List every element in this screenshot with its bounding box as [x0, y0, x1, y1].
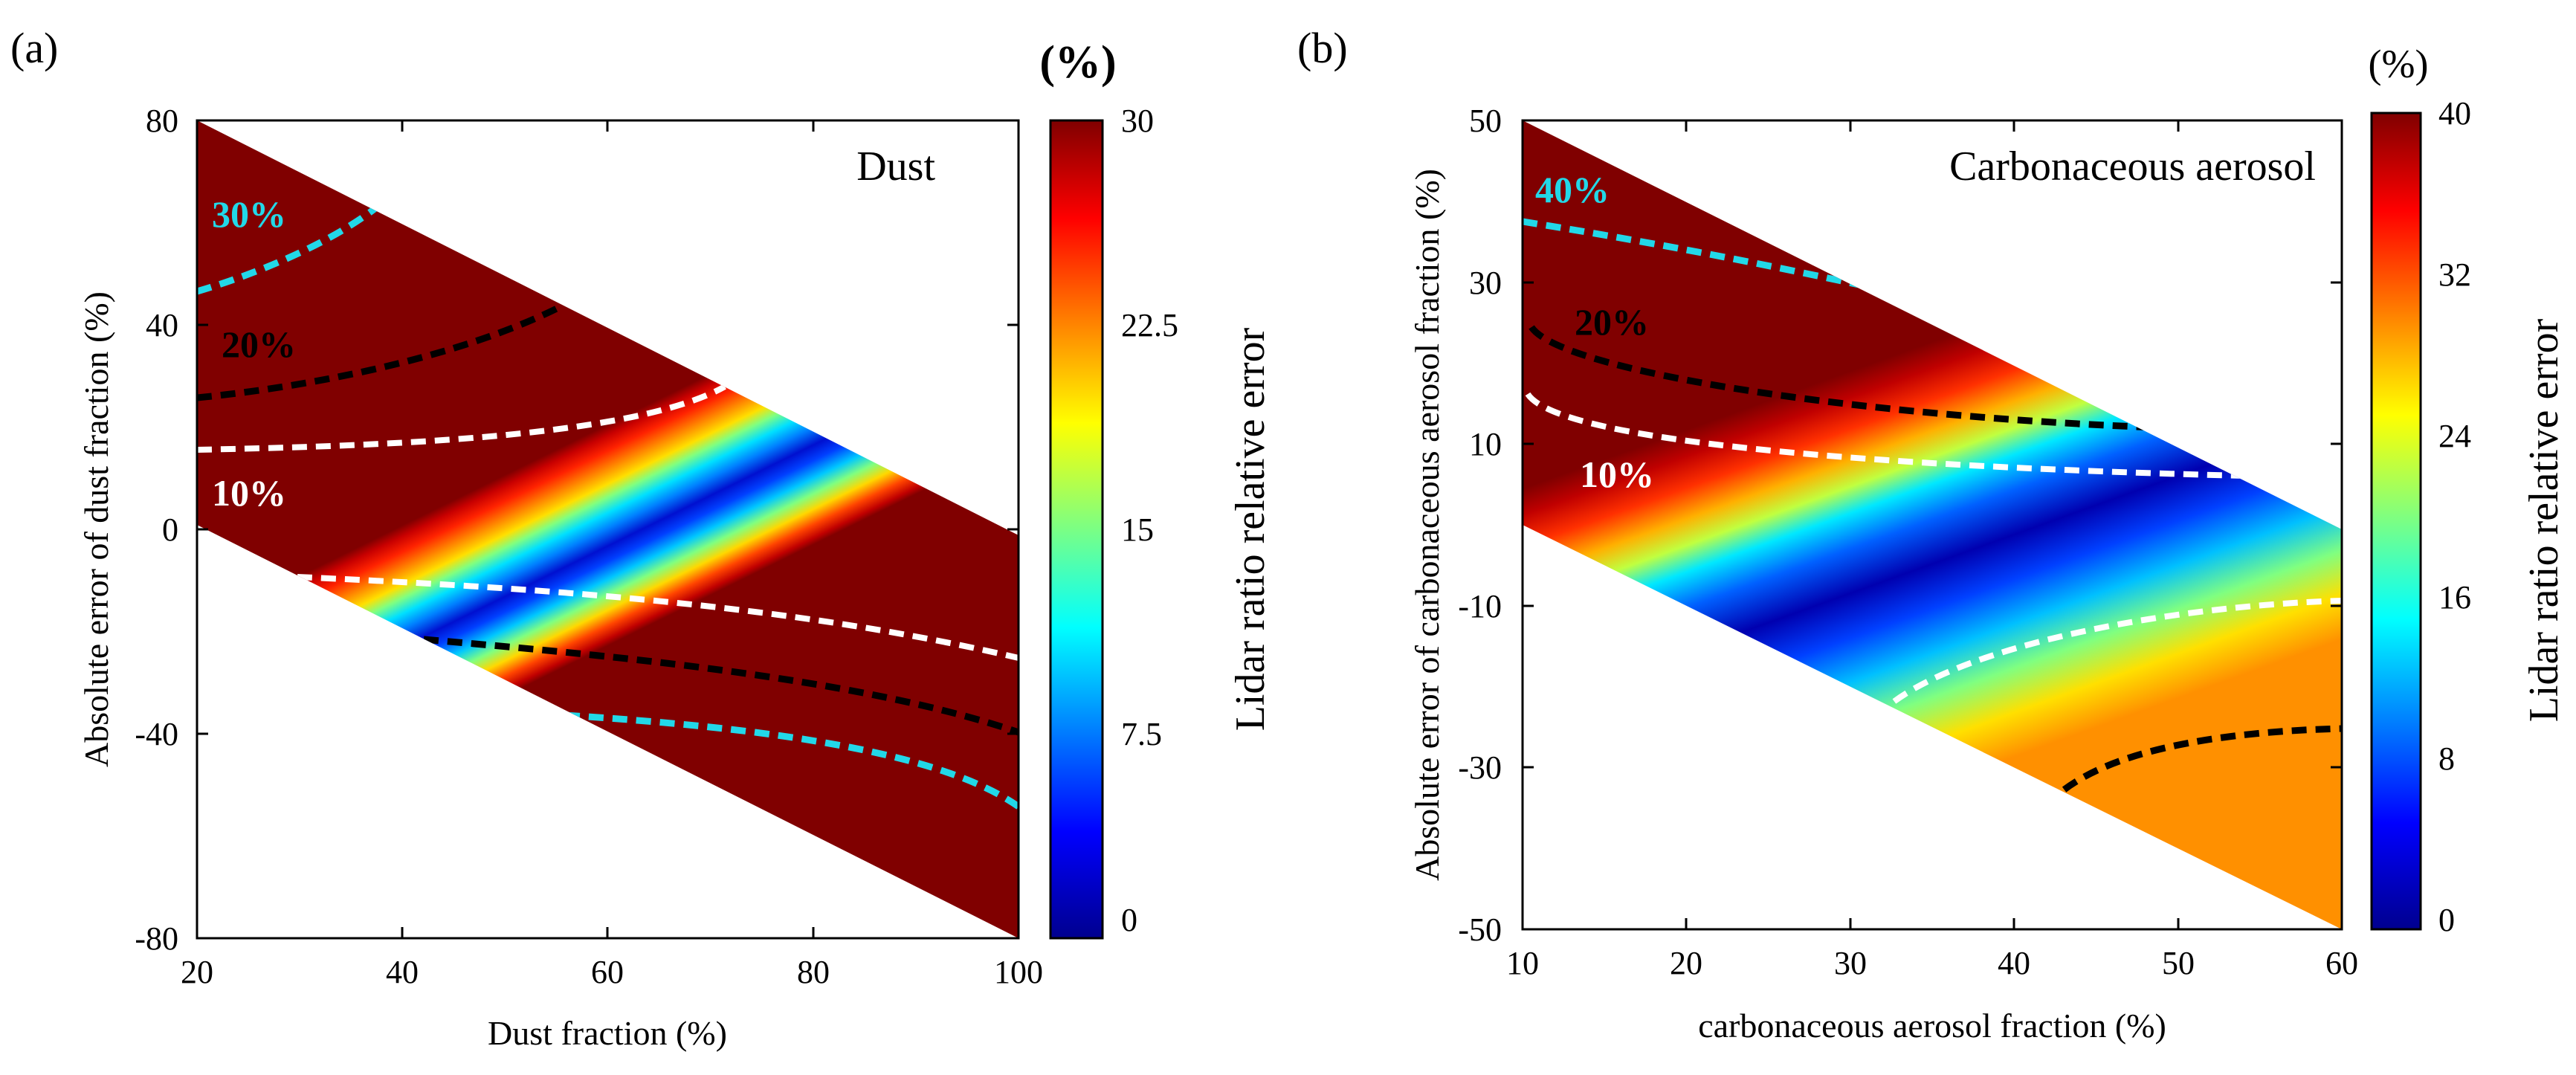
contour-b-20-upper [1529, 325, 2157, 431]
colorbar-a-unit: (%) [1039, 37, 1116, 88]
cbar-a-tick-1: 22.5 [1121, 307, 1178, 343]
plot-frame-b [1521, 119, 2343, 931]
contour-b-10-upper [1525, 392, 2246, 479]
xtick-a-0: 20 [181, 954, 213, 990]
xlabel-a: Dust fraction (%) [488, 1014, 727, 1052]
contour-label-b-40: 40% [1535, 169, 1610, 210]
contour-label-b-10: 10% [1580, 453, 1654, 495]
colorbar-b-label: Lidar ratio relative error [2521, 318, 2567, 722]
contour-a-30-upper [197, 205, 378, 295]
xtick-b-4: 50 [2162, 945, 2195, 981]
panel-b-letter: (b) [1297, 24, 1348, 72]
ticks-a [197, 119, 1019, 940]
colorbar-b-bar [2370, 112, 2422, 931]
panel-b: (b) 40% 20% 10% 50 30 [1297, 24, 2567, 1045]
contour-a-20-lower [423, 636, 1019, 736]
panel-a-letter: (a) [10, 24, 58, 72]
ytick-a-3: -40 [135, 716, 178, 752]
panel-a: (a) 30% 20% 10% [10, 24, 1274, 1052]
ytick-a-1: 40 [146, 307, 178, 343]
ytick-b-5: -50 [1458, 911, 1502, 948]
xtick-b-0: 10 [1506, 945, 1539, 981]
cbar-b-tick-2: 24 [2438, 418, 2471, 454]
colorbar-a: (%) 30 22.5 15 7.5 0 Lidar ratio relativ… [1039, 37, 1274, 940]
xlabel-b: carbonaceous aerosol fraction (%) [1698, 1007, 2166, 1045]
contour-label-a-30: 30% [212, 193, 286, 235]
title-a: Dust [856, 143, 935, 190]
title-b: Carbonaceous aerosol [1949, 143, 2316, 190]
colorbar-b-unit: (%) [2369, 42, 2429, 86]
colorbar-a-bar [1049, 119, 1104, 940]
colorbar-b: (%) 40 32 24 16 8 0 Lidar ratio relative… [2369, 42, 2567, 938]
cbar-b-tick-4: 8 [2438, 740, 2455, 777]
ticks-b [1523, 120, 2342, 929]
ylabel-b: Absolute error of carbonaceous aerosol f… [1408, 169, 1446, 881]
heatmap-b-band [1523, 120, 2342, 929]
xtick-a-4: 100 [994, 954, 1043, 990]
xtick-b-2: 30 [1834, 945, 1867, 981]
cbar-a-tick-4: 0 [1121, 902, 1137, 938]
ylabel-a: Absolute error of dust fraction (%) [77, 291, 115, 767]
contour-b-40 [1523, 218, 1949, 309]
colorbar-a-label: Lidar ratio relative error [1227, 327, 1274, 731]
contour-b-10-lower [1859, 598, 2342, 737]
contour-label-b-20: 20% [1575, 301, 1649, 343]
xtick-b-1: 20 [1670, 945, 1702, 981]
cbar-b-tick-0: 40 [2438, 95, 2471, 132]
ytick-b-1: 30 [1469, 265, 1502, 301]
contour-a-10-upper [197, 384, 726, 453]
ytick-b-2: 10 [1469, 426, 1502, 462]
heatmap-a: 30% 20% 10% [197, 120, 1019, 938]
xtick-b-5: 60 [2325, 945, 2358, 981]
contour-label-a-10: 10% [212, 472, 286, 514]
ytick-a-0: 80 [146, 103, 178, 139]
xtick-a-3: 80 [797, 954, 830, 990]
cbar-b-tick-5: 0 [2438, 902, 2455, 938]
cbar-b-tick-1: 32 [2438, 256, 2471, 293]
heatmap-a-band [197, 120, 1019, 938]
xtick-a-2: 60 [591, 954, 624, 990]
ytick-a-4: -80 [135, 920, 178, 957]
ytick-a-2: 0 [162, 511, 178, 548]
cbar-b-tick-3: 16 [2438, 579, 2471, 616]
xtick-b-3: 40 [1998, 945, 2030, 981]
contour-a-30-lower [564, 711, 1019, 810]
contour-a-10-lower [297, 574, 1019, 661]
heatmap-b: 40% 20% 10% [1523, 120, 2342, 929]
cbar-a-tick-3: 7.5 [1121, 716, 1162, 752]
ytick-b-4: -30 [1458, 749, 1502, 786]
cbar-a-tick-2: 15 [1121, 511, 1154, 548]
contour-a-20-upper [197, 303, 564, 401]
ytick-b-0: 50 [1469, 103, 1502, 139]
contour-label-a-20: 20% [222, 323, 296, 365]
cbar-a-tick-0: 30 [1121, 103, 1154, 139]
ytick-b-3: -10 [1458, 588, 1502, 624]
xtick-a-1: 40 [386, 954, 419, 990]
